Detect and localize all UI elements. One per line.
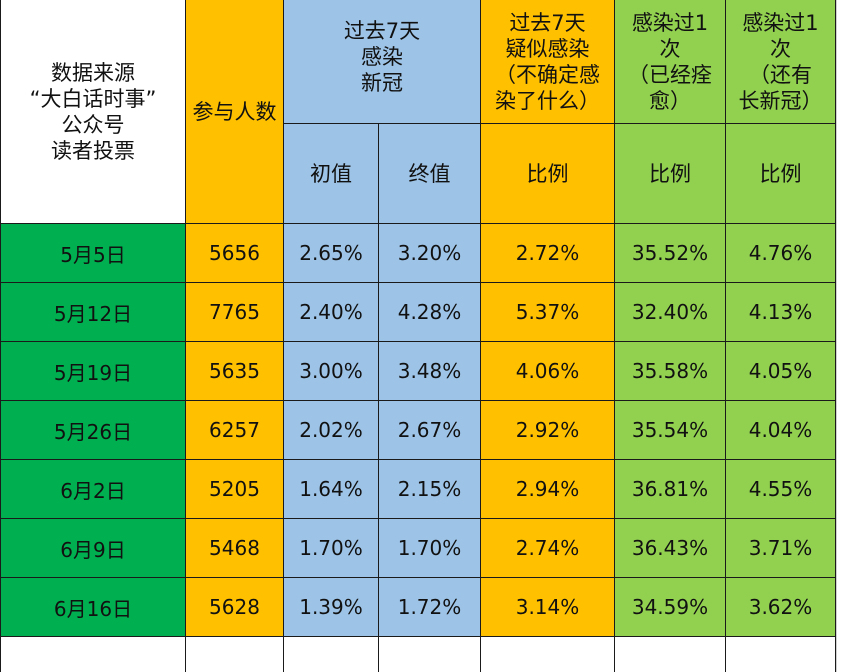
date-cell[interactable]: 5月26日 — [0, 401, 186, 460]
final-cell[interactable]: 3.48% — [379, 342, 481, 401]
empty-cell[interactable] — [481, 637, 615, 672]
final-cell[interactable]: 2.67% — [379, 401, 481, 460]
final-cell[interactable]: 3.20% — [379, 224, 481, 283]
suspected-cell[interactable]: 3.14% — [481, 578, 615, 637]
participants-cell[interactable]: 7765 — [186, 283, 284, 342]
empty-cell[interactable] — [0, 637, 186, 672]
gridline — [836, 0, 841, 672]
empty-cell[interactable] — [186, 637, 284, 672]
recovered-cell[interactable]: 35.52% — [615, 224, 726, 283]
participants-header[interactable]: 参与人数 — [186, 0, 284, 224]
final-cell[interactable]: 2.15% — [379, 460, 481, 519]
participants-cell[interactable]: 5635 — [186, 342, 284, 401]
suspected-cell[interactable]: 4.06% — [481, 342, 615, 401]
recovered-header[interactable]: 感染过1 次 （已经痊 愈） — [615, 0, 726, 124]
recovered-cell[interactable]: 32.40% — [615, 283, 726, 342]
initial-cell[interactable]: 2.40% — [284, 283, 379, 342]
empty-cell[interactable] — [726, 637, 836, 672]
initial-header[interactable]: 初值 — [284, 124, 379, 224]
long-covid-cell[interactable]: 4.05% — [726, 342, 836, 401]
final-header[interactable]: 终值 — [379, 124, 481, 224]
initial-cell[interactable]: 1.70% — [284, 519, 379, 578]
recovered-ratio-header[interactable]: 比例 — [615, 124, 726, 224]
empty-cell[interactable] — [615, 637, 726, 672]
recovered-cell[interactable]: 35.54% — [615, 401, 726, 460]
recovered-cell[interactable]: 36.43% — [615, 519, 726, 578]
suspected-cell[interactable]: 2.92% — [481, 401, 615, 460]
initial-cell[interactable]: 3.00% — [284, 342, 379, 401]
suspected-ratio-header[interactable]: 比例 — [481, 124, 615, 224]
recovered-cell[interactable]: 36.81% — [615, 460, 726, 519]
initial-cell[interactable]: 2.02% — [284, 401, 379, 460]
long-covid-cell[interactable]: 3.71% — [726, 519, 836, 578]
date-cell[interactable]: 5月12日 — [0, 283, 186, 342]
long-covid-cell[interactable]: 4.04% — [726, 401, 836, 460]
initial-cell[interactable]: 2.65% — [284, 224, 379, 283]
suspected-cell[interactable]: 5.37% — [481, 283, 615, 342]
long-covid-cell[interactable]: 4.13% — [726, 283, 836, 342]
long-covid-ratio-header[interactable]: 比例 — [726, 124, 836, 224]
long-covid-header[interactable]: 感染过1 次 （还有 长新冠） — [726, 0, 836, 124]
participants-cell[interactable]: 5205 — [186, 460, 284, 519]
recovered-cell[interactable]: 35.58% — [615, 342, 726, 401]
final-cell[interactable]: 1.72% — [379, 578, 481, 637]
suspected-cell[interactable]: 2.74% — [481, 519, 615, 578]
empty-cell[interactable] — [284, 637, 379, 672]
empty-cell[interactable] — [379, 637, 481, 672]
initial-cell[interactable]: 1.64% — [284, 460, 379, 519]
date-cell[interactable]: 6月2日 — [0, 460, 186, 519]
past7-header[interactable]: 过去7天 感染 新冠 — [284, 0, 481, 124]
participants-cell[interactable]: 6257 — [186, 401, 284, 460]
suspected-header[interactable]: 过去7天 疑似感染 （不确定感 染了什么） — [481, 0, 615, 124]
suspected-cell[interactable]: 2.94% — [481, 460, 615, 519]
initial-cell[interactable]: 1.39% — [284, 578, 379, 637]
long-covid-cell[interactable]: 4.76% — [726, 224, 836, 283]
participants-cell[interactable]: 5468 — [186, 519, 284, 578]
source-header[interactable]: 数据来源 “大白话时事” 公众号 读者投票 — [0, 0, 186, 224]
final-cell[interactable]: 4.28% — [379, 283, 481, 342]
final-cell[interactable]: 1.70% — [379, 519, 481, 578]
date-cell[interactable]: 6月9日 — [0, 519, 186, 578]
suspected-cell[interactable]: 2.72% — [481, 224, 615, 283]
participants-cell[interactable]: 5628 — [186, 578, 284, 637]
date-cell[interactable]: 5月19日 — [0, 342, 186, 401]
long-covid-cell[interactable]: 3.62% — [726, 578, 836, 637]
date-cell[interactable]: 6月16日 — [0, 578, 186, 637]
participants-cell[interactable]: 5656 — [186, 224, 284, 283]
recovered-cell[interactable]: 34.59% — [615, 578, 726, 637]
date-cell[interactable]: 5月5日 — [0, 224, 186, 283]
long-covid-cell[interactable]: 4.55% — [726, 460, 836, 519]
